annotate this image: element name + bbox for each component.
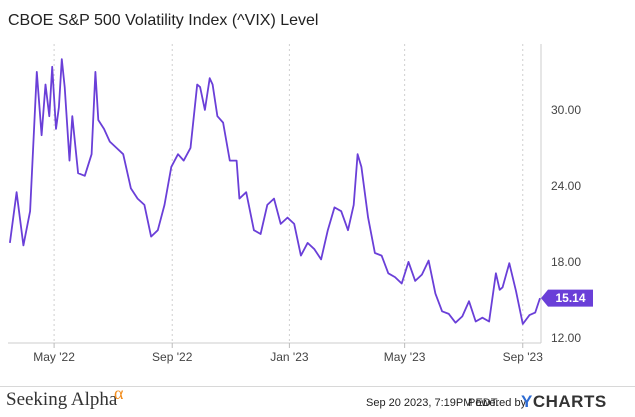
last-value-label: 15.14 (555, 291, 585, 305)
vix-line-chart: 12.00 18.00 24.00 30.00 May '22 Sep '22 Jan '… (8, 44, 593, 364)
x-tick-label: May '23 (384, 350, 426, 364)
ycharts-logo-initial: Y (521, 392, 533, 411)
alpha-logo-icon: α (114, 383, 124, 403)
axis-lines (8, 44, 542, 344)
x-tick-label: Sep '23 (503, 350, 544, 364)
chart-title: CBOE S&P 500 Volatility Index (^VIX) Lev… (8, 12, 319, 29)
vertical-gridlines (53, 44, 524, 343)
ycharts-logo: YCHARTS (521, 392, 607, 412)
y-tick-label: 12.00 (551, 331, 581, 345)
last-value-badge-shape (541, 289, 593, 307)
footer-divider (0, 386, 635, 387)
last-value-badge: 15.14 (541, 289, 593, 307)
footer-timestamp: Sep 20 2023, 7:19PM EDT. (366, 397, 500, 409)
y-tick-label: 24.00 (551, 179, 581, 193)
brand-name: Seeking Alpha (6, 389, 118, 410)
x-tick-label: Sep '22 (152, 350, 193, 364)
vix-series-line (9, 58, 541, 325)
x-axis-ticks: May '22 Sep '22 Jan '23 May '23 Sep '23 (33, 343, 543, 364)
y-tick-label: 30.00 (551, 103, 581, 117)
ycharts-logo-text: CHARTS (532, 392, 607, 411)
powered-by-label: Powered by (468, 397, 527, 409)
y-tick-label: 18.00 (551, 255, 581, 269)
x-tick-label: May '22 (33, 350, 75, 364)
x-tick-label: Jan '23 (270, 350, 309, 364)
y-axis-ticks: 12.00 18.00 24.00 30.00 (551, 103, 581, 345)
